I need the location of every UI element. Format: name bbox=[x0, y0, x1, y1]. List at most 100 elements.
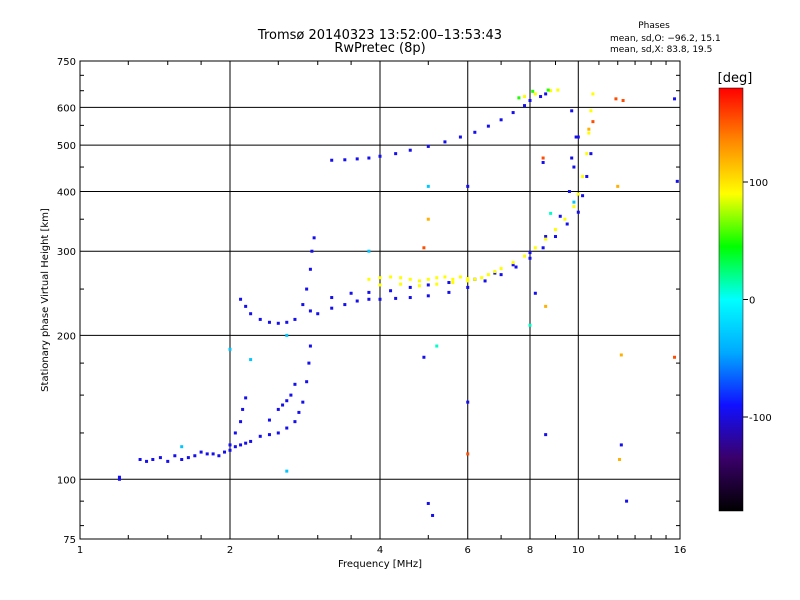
data-point bbox=[528, 251, 532, 255]
data-point bbox=[499, 118, 503, 122]
data-point bbox=[389, 275, 393, 279]
data-point bbox=[285, 399, 289, 403]
data-point bbox=[458, 275, 462, 279]
data-point bbox=[514, 265, 518, 269]
data-point bbox=[565, 222, 569, 226]
data-point bbox=[422, 355, 426, 359]
x-tick-labels: 1 2 4 6 8 10 16 bbox=[77, 545, 687, 556]
data-point bbox=[499, 273, 503, 277]
data-point bbox=[451, 281, 455, 285]
x-tick-label: 8 bbox=[527, 545, 533, 556]
data-point bbox=[473, 130, 477, 134]
data-point bbox=[308, 267, 312, 271]
data-point bbox=[267, 433, 271, 437]
data-point bbox=[285, 469, 289, 473]
data-point bbox=[367, 277, 371, 281]
data-point bbox=[553, 235, 557, 239]
data-point bbox=[447, 290, 451, 294]
data-point bbox=[408, 277, 412, 281]
data-point bbox=[591, 92, 595, 96]
data-point bbox=[572, 165, 576, 169]
data-point bbox=[480, 276, 484, 280]
data-point bbox=[447, 281, 451, 285]
data-point bbox=[531, 89, 535, 93]
data-point bbox=[435, 282, 439, 286]
data-point bbox=[466, 285, 470, 289]
data-point bbox=[241, 407, 245, 411]
data-point bbox=[426, 184, 430, 188]
data-point bbox=[158, 456, 162, 460]
data-point bbox=[486, 273, 490, 277]
data-point bbox=[310, 249, 314, 253]
data-point bbox=[307, 361, 311, 365]
data-point bbox=[585, 152, 589, 156]
data-point bbox=[378, 154, 382, 158]
data-point bbox=[389, 289, 393, 293]
y-tick-label: 200 bbox=[57, 331, 76, 342]
data-point bbox=[435, 344, 439, 348]
data-point bbox=[258, 317, 262, 321]
data-point bbox=[138, 457, 142, 461]
data-point bbox=[533, 291, 537, 295]
data-point bbox=[293, 420, 297, 424]
y-tick-label: 750 bbox=[57, 57, 76, 68]
data-point bbox=[343, 303, 347, 307]
data-point bbox=[199, 450, 203, 454]
data-point bbox=[426, 217, 430, 221]
data-point bbox=[355, 157, 359, 161]
data-point bbox=[399, 282, 403, 286]
data-point bbox=[486, 124, 490, 128]
colorbar: [deg] 100 0 -100 bbox=[718, 71, 772, 512]
data-point bbox=[567, 189, 571, 193]
data-point bbox=[367, 249, 371, 253]
data-point bbox=[435, 276, 439, 280]
colorbar-tick-label: -100 bbox=[749, 413, 772, 424]
data-point bbox=[408, 285, 412, 289]
data-point bbox=[244, 396, 248, 400]
x-tick-label: 6 bbox=[465, 545, 471, 556]
data-point bbox=[621, 99, 625, 103]
data-point bbox=[546, 88, 550, 92]
data-point bbox=[544, 304, 548, 308]
data-point bbox=[483, 279, 487, 283]
data-point bbox=[180, 445, 184, 449]
data-point bbox=[541, 160, 545, 164]
data-point bbox=[233, 445, 237, 449]
data-point bbox=[267, 320, 271, 324]
y-tick-label: 300 bbox=[57, 247, 76, 258]
data-point bbox=[312, 236, 316, 240]
data-point bbox=[367, 297, 371, 301]
data-point bbox=[431, 513, 435, 517]
phase-stat-x: mean, sd,X: 83.8, 19.5 bbox=[610, 45, 712, 55]
data-point bbox=[316, 312, 320, 316]
data-point bbox=[166, 459, 170, 463]
data-point bbox=[349, 291, 353, 295]
data-point bbox=[541, 156, 545, 160]
data-point bbox=[422, 246, 426, 250]
data-point bbox=[285, 333, 289, 337]
data-point bbox=[186, 456, 190, 460]
data-point bbox=[533, 92, 537, 96]
data-point bbox=[117, 477, 121, 481]
y-tick-label: 75 bbox=[63, 535, 76, 546]
data-point bbox=[558, 214, 562, 218]
data-point bbox=[587, 127, 591, 131]
data-point bbox=[180, 457, 184, 461]
data-point bbox=[399, 276, 403, 280]
data-point bbox=[443, 275, 447, 279]
data-point bbox=[614, 97, 618, 101]
y-axis-label: Stationary phase Virtual Height [km] bbox=[40, 208, 51, 392]
data-point bbox=[378, 283, 382, 287]
data-point bbox=[619, 353, 623, 357]
data-point bbox=[276, 431, 280, 435]
data-point bbox=[570, 109, 574, 113]
data-point bbox=[466, 400, 470, 404]
data-point bbox=[511, 111, 515, 115]
data-point bbox=[528, 99, 532, 103]
data-point bbox=[285, 320, 289, 324]
data-point bbox=[528, 256, 532, 260]
data-point bbox=[585, 174, 589, 178]
x-tick-label: 4 bbox=[377, 545, 383, 556]
data-point bbox=[426, 294, 430, 298]
